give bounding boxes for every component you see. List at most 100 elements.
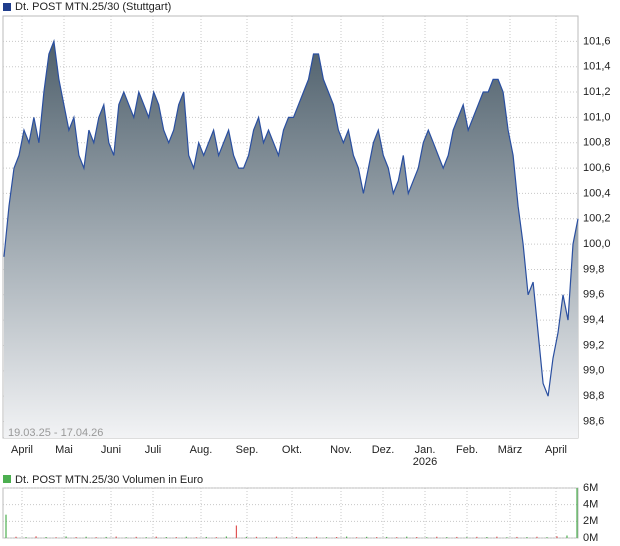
volume-bar xyxy=(386,536,388,538)
volume-bar xyxy=(366,536,368,538)
x-tick-label: Dez. xyxy=(372,444,395,456)
volume-bar xyxy=(305,537,308,538)
price-area xyxy=(4,41,578,439)
volume-bar xyxy=(225,536,227,538)
y-tick-label: 4M xyxy=(583,499,598,511)
volume-bar xyxy=(175,537,177,538)
volume-bar xyxy=(345,536,348,538)
x-tick-label: Nov. xyxy=(330,444,352,456)
volume-bar xyxy=(45,537,47,538)
chart-title: Dt. POST MTN.25/30 (Stuttgart) xyxy=(15,1,171,13)
volume-bar xyxy=(135,536,137,538)
volume-bar xyxy=(115,536,117,538)
volume-bar xyxy=(466,537,468,538)
price-line xyxy=(3,38,579,397)
volume-bar xyxy=(205,536,207,538)
y-tick-label: 98,8 xyxy=(583,390,604,402)
y-tick-label: 100,2 xyxy=(583,213,611,225)
volume-bar xyxy=(476,536,478,538)
volume-bar xyxy=(125,537,127,538)
volume-bar xyxy=(436,536,438,538)
volume-bar xyxy=(396,537,398,538)
volume-bar xyxy=(406,536,408,538)
volume-bar xyxy=(486,537,488,538)
volume-bar xyxy=(546,537,548,538)
volume-bar xyxy=(15,536,17,538)
volume-bar xyxy=(356,537,358,538)
volume-frame xyxy=(2,487,579,539)
volume-bar xyxy=(566,535,568,538)
volume-bar xyxy=(5,514,7,538)
x-tick-label: Juni xyxy=(101,444,121,456)
x-tick-label: April xyxy=(11,444,33,456)
y-tick-label: 99,2 xyxy=(583,339,604,351)
x-tick-label: April xyxy=(545,444,567,456)
volume-bar xyxy=(275,536,278,538)
legend-swatch xyxy=(3,475,11,483)
volume-bar xyxy=(165,537,167,538)
volume-bar xyxy=(95,537,97,538)
y-tick-label: 99,6 xyxy=(583,289,604,301)
y-tick-label: 99,4 xyxy=(583,314,604,326)
volume-bar xyxy=(35,536,37,538)
volume-bar xyxy=(576,488,578,538)
volume-bar xyxy=(75,537,77,538)
volume-bar xyxy=(426,537,428,538)
volume-bar xyxy=(556,536,558,538)
volume-bar xyxy=(516,536,518,538)
x-tick-label: Mai xyxy=(55,444,73,456)
y-tick-label: 101,2 xyxy=(583,86,611,98)
volume-bar xyxy=(526,537,528,538)
x-annotation: 2026 xyxy=(413,456,437,468)
y-tick-label: 101,6 xyxy=(583,35,611,47)
y-tick-label: 2M xyxy=(583,515,598,527)
y-tick-label: 100,8 xyxy=(583,137,611,149)
volume-bar xyxy=(506,537,508,538)
volume-bar xyxy=(416,537,418,538)
volume-bar xyxy=(315,536,318,538)
volume-bar xyxy=(145,537,147,538)
volume-bar xyxy=(185,536,187,538)
volume-bar xyxy=(105,536,107,538)
volume-bar xyxy=(245,537,248,538)
y-tick-label: 98,6 xyxy=(583,415,604,427)
volume-title: Dt. POST MTN.25/30 Volumen in Euro xyxy=(15,474,203,486)
y-tick-label: 100,6 xyxy=(583,162,611,174)
volume-bar xyxy=(295,536,298,538)
x-tick-label: Feb. xyxy=(456,444,478,456)
chart-layer: 98,6 98,8 99,0 99,2 99,4 99,6 99,8 100,0 100,2 10… xyxy=(3,16,611,544)
volume-bar xyxy=(376,537,378,538)
x-tick-label: März xyxy=(498,444,522,456)
y-tick-label: 0M xyxy=(583,532,598,544)
y-tick-label: 101,0 xyxy=(583,111,611,123)
y-tick-label: 6M xyxy=(583,482,598,494)
x-tick-label: Aug. xyxy=(190,444,213,456)
volume-bar xyxy=(265,537,268,538)
volume-bar xyxy=(55,537,57,538)
date-range: 19.03.25 - 17.04.26 xyxy=(8,427,103,439)
x-tick-label: Jan. xyxy=(415,444,436,456)
y-tick-label: 99,0 xyxy=(583,365,604,377)
volume-bar xyxy=(456,536,458,538)
volume-bar xyxy=(155,536,157,538)
x-tick-label: Sep. xyxy=(236,444,259,456)
volume-bar xyxy=(285,537,288,538)
y-tick-label: 99,8 xyxy=(583,263,604,275)
volume-bar xyxy=(25,537,27,538)
volume-bar xyxy=(325,537,328,538)
y-tick-label: 101,4 xyxy=(583,61,611,73)
x-tick-label: Okt. xyxy=(282,444,302,456)
volume-bar xyxy=(195,537,197,538)
volume-bar xyxy=(255,536,258,538)
x-tick-label: Juli xyxy=(145,444,162,456)
volume-bar xyxy=(85,536,87,538)
legend-swatch xyxy=(3,3,11,11)
volume-bar xyxy=(446,537,448,538)
volume-bar xyxy=(235,525,238,538)
volume-bar xyxy=(536,536,538,538)
y-tick-label: 100,0 xyxy=(583,238,611,250)
volume-bar xyxy=(335,537,338,538)
volume-bar xyxy=(65,536,67,538)
volume-bar xyxy=(215,537,217,538)
